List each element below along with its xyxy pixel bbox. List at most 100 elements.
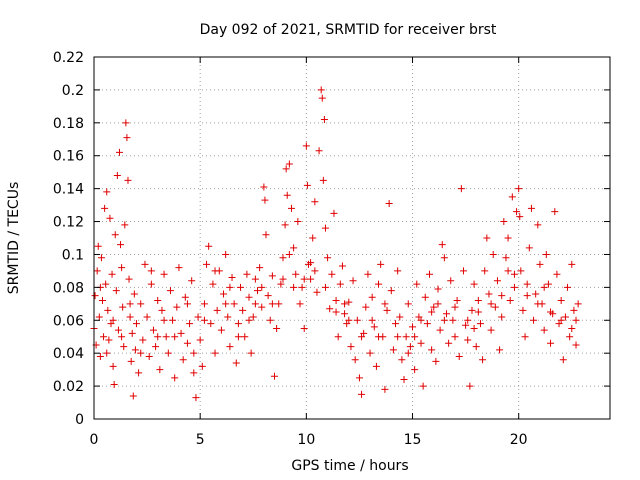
- data-point: [220, 290, 228, 298]
- y-tick-label: 0.14: [53, 182, 84, 198]
- data-point: [154, 297, 162, 305]
- data-point: [256, 264, 264, 272]
- data-point: [557, 316, 565, 324]
- data-point: [143, 313, 151, 321]
- data-point: [190, 349, 198, 357]
- data-point: [353, 316, 361, 324]
- data-point: [125, 275, 133, 283]
- data-point: [234, 320, 242, 328]
- data-point: [282, 165, 290, 173]
- data-point: [173, 303, 181, 311]
- data-point: [285, 250, 293, 258]
- data-point: [234, 333, 242, 341]
- data-point: [540, 326, 548, 334]
- data-point: [102, 280, 110, 288]
- data-point: [190, 369, 198, 377]
- y-tick-label: 0.2: [62, 83, 84, 99]
- data-point: [381, 385, 389, 393]
- data-point: [364, 270, 372, 278]
- data-point: [336, 280, 344, 288]
- grid-lines: [94, 57, 610, 419]
- data-point: [245, 293, 253, 301]
- data-point: [117, 241, 125, 249]
- data-point: [203, 260, 211, 268]
- data-point: [513, 208, 521, 216]
- data-point: [328, 270, 336, 278]
- data-point: [570, 306, 578, 314]
- data-point: [525, 244, 533, 252]
- data-point: [449, 316, 457, 324]
- data-point: [104, 306, 112, 314]
- data-point: [508, 193, 516, 201]
- data-point: [355, 374, 363, 382]
- data-point: [406, 343, 414, 351]
- data-point: [432, 357, 440, 365]
- data-point: [466, 382, 474, 390]
- data-point: [430, 303, 438, 311]
- data-point: [440, 316, 448, 324]
- data-point: [564, 283, 572, 291]
- data-point: [296, 300, 304, 308]
- data-point: [527, 204, 535, 212]
- data-point: [103, 188, 111, 196]
- data-point: [326, 305, 334, 313]
- data-point: [474, 297, 482, 305]
- data-point: [175, 264, 183, 272]
- data-point: [451, 333, 459, 341]
- data-point: [472, 343, 480, 351]
- data-point: [123, 134, 131, 142]
- data-point: [349, 277, 357, 285]
- data-point: [147, 267, 155, 275]
- data-point: [487, 326, 495, 334]
- data-point: [544, 280, 552, 288]
- data-point: [266, 316, 274, 324]
- data-point: [517, 267, 525, 275]
- data-point: [169, 316, 177, 324]
- data-point: [457, 185, 465, 193]
- data-point: [423, 320, 431, 328]
- chart-title: Day 092 of 2021, SRMTID for receiver brs…: [200, 22, 497, 38]
- data-point: [332, 297, 340, 305]
- data-point: [121, 221, 129, 229]
- data-point: [474, 308, 482, 316]
- data-point: [498, 292, 506, 300]
- data-point: [536, 260, 544, 268]
- data-point: [341, 300, 349, 308]
- data-point: [532, 290, 540, 298]
- data-point: [317, 86, 325, 94]
- data-point: [97, 254, 105, 262]
- data-point: [516, 213, 524, 221]
- data-point: [368, 316, 376, 324]
- data-point: [152, 343, 160, 351]
- data-point: [368, 293, 376, 301]
- data-point: [506, 297, 514, 305]
- data-point: [207, 320, 215, 328]
- data-point: [124, 176, 132, 184]
- data-point: [258, 283, 266, 291]
- data-point: [568, 325, 576, 332]
- data-point: [160, 316, 168, 324]
- data-point: [110, 380, 118, 388]
- data-point: [217, 326, 225, 334]
- data-point: [290, 283, 298, 291]
- data-point: [192, 394, 200, 402]
- y-tick-label: 0.16: [53, 149, 84, 165]
- data-point: [213, 306, 221, 314]
- data-point: [483, 234, 491, 242]
- data-point: [261, 196, 269, 204]
- data-point: [113, 171, 121, 179]
- data-point: [440, 254, 448, 262]
- data-point: [387, 287, 395, 295]
- data-point: [413, 280, 421, 288]
- data-point: [141, 260, 149, 268]
- data-point: [95, 313, 103, 321]
- data-point: [428, 308, 436, 316]
- data-point: [476, 320, 484, 328]
- data-point: [404, 349, 412, 357]
- data-point: [270, 372, 278, 380]
- data-point: [523, 280, 531, 288]
- data-point: [188, 277, 196, 285]
- data-point: [273, 325, 281, 332]
- data-point: [510, 270, 518, 278]
- data-point: [498, 313, 506, 321]
